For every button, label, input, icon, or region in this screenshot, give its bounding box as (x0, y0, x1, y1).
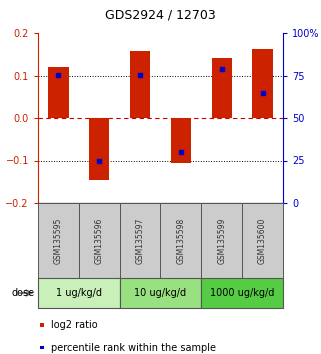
Bar (120, 278, 201, 308)
Text: 1000 ug/kg/d: 1000 ug/kg/d (210, 288, 274, 298)
Bar (252, 49, 273, 118)
Bar (40, 323, 44, 327)
Text: 10 ug/kg/d: 10 ug/kg/d (134, 288, 187, 298)
Text: 1 ug/kg/d: 1 ug/kg/d (56, 288, 102, 298)
Bar (201, 203, 242, 278)
Text: GSM135598: GSM135598 (177, 217, 186, 264)
Text: GSM135600: GSM135600 (258, 217, 267, 264)
Bar (130, 51, 150, 118)
Bar (201, 278, 283, 308)
Text: GSM135596: GSM135596 (95, 217, 104, 264)
Text: percentile rank within the sample: percentile rank within the sample (51, 343, 216, 353)
Text: dose: dose (12, 288, 35, 298)
Bar (171, 118, 191, 162)
Bar (38, 278, 120, 308)
Bar (89, 118, 109, 179)
Bar (40, 346, 44, 349)
Bar (48, 67, 69, 118)
Text: GSM135597: GSM135597 (135, 217, 144, 264)
Text: GSM135599: GSM135599 (217, 217, 226, 264)
Bar (79, 203, 120, 278)
Bar (242, 203, 283, 278)
Text: log2 ratio: log2 ratio (51, 320, 98, 330)
Bar (212, 58, 232, 118)
Bar (38, 203, 79, 278)
Bar (160, 203, 201, 278)
Text: GSM135595: GSM135595 (54, 217, 63, 264)
Text: GDS2924 / 12703: GDS2924 / 12703 (105, 8, 216, 21)
Bar (120, 203, 160, 278)
